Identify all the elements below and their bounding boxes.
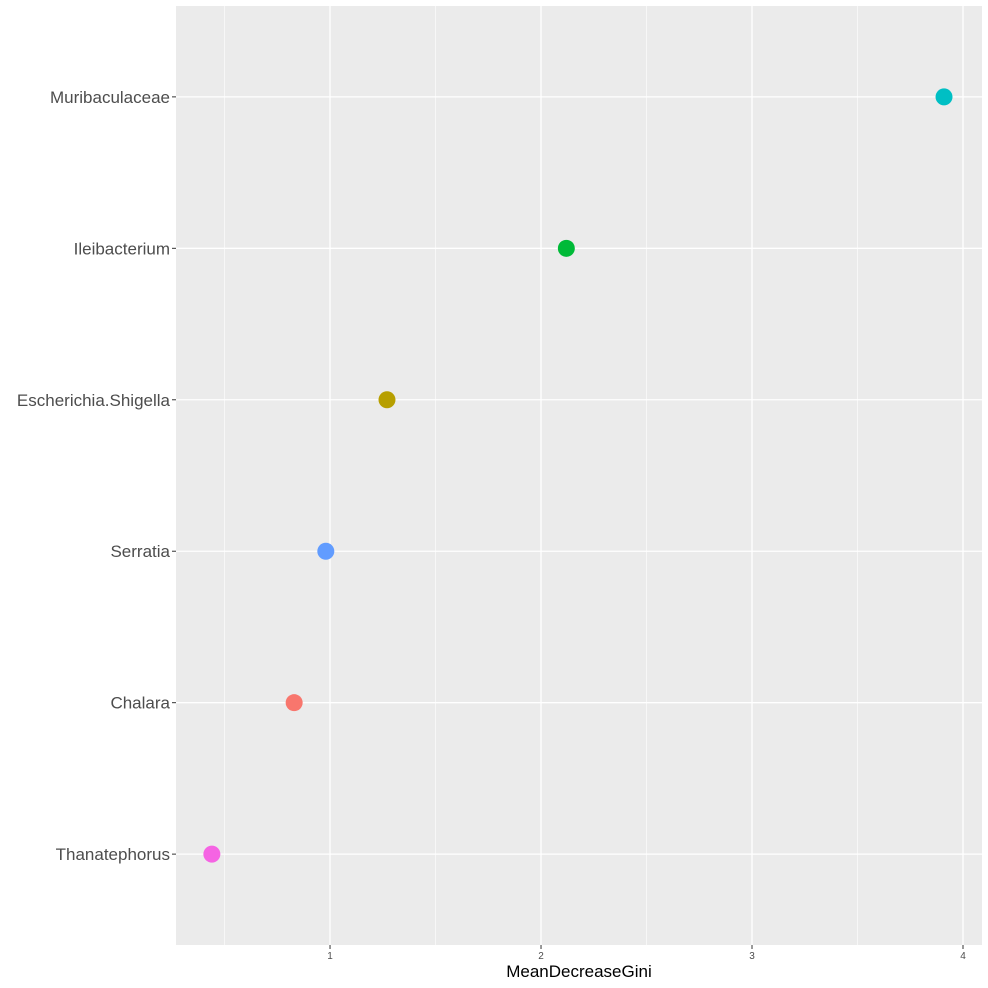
y-tick-label: Serratia (110, 542, 170, 561)
panel-background (176, 6, 982, 945)
x-axis-title: MeanDecreaseGini (506, 962, 652, 981)
y-tick-label: Muribaculaceae (50, 88, 170, 107)
point-thanatephorus (203, 845, 221, 863)
point-ileibacterium (557, 239, 575, 257)
point-serratia (317, 542, 335, 560)
x-tick-label: 3 (749, 951, 755, 962)
y-axis: Thanatephorus Chalara Serratia Escherichia.… (17, 88, 176, 864)
data-points (203, 88, 953, 863)
y-tick-label: Escherichia.Shigella (17, 391, 171, 410)
x-tick-label: 1 (327, 951, 333, 962)
x-axis: 1 2 3 4 (327, 945, 966, 962)
minor-gridlines (224, 6, 858, 945)
y-tick-label: Ileibacterium (74, 239, 170, 258)
point-muribaculaceae (935, 88, 953, 106)
x-tick-label: 4 (960, 951, 966, 962)
point-chalara (285, 694, 303, 712)
major-gridlines (176, 6, 982, 945)
point-escherichia-shigella (378, 391, 396, 409)
y-tick-label: Thanatephorus (56, 845, 170, 864)
x-tick-label: 2 (538, 951, 544, 962)
y-tick-label: Chalara (110, 694, 170, 713)
